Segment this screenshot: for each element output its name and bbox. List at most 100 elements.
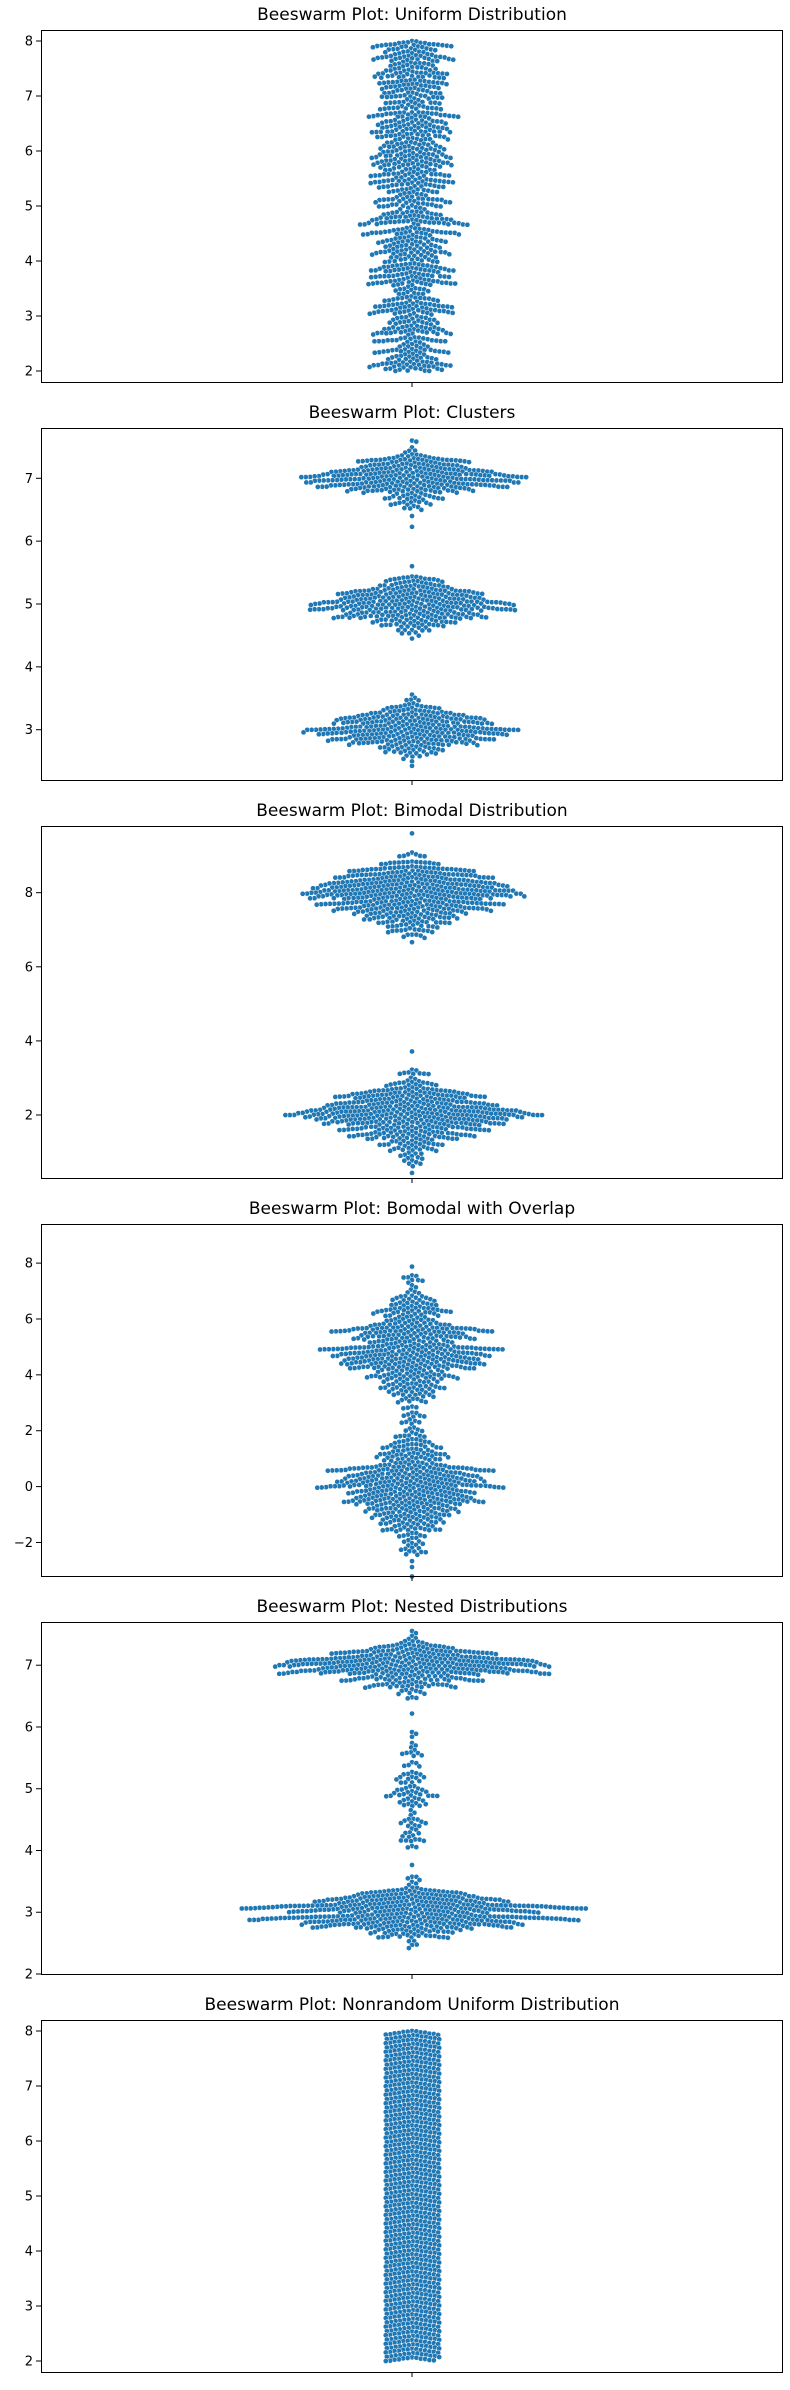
data-point bbox=[446, 251, 453, 258]
data-point bbox=[452, 619, 459, 626]
data-point bbox=[434, 1793, 441, 1799]
data-point bbox=[397, 1152, 404, 1159]
data-point bbox=[418, 507, 425, 513]
data-point bbox=[332, 1094, 339, 1100]
data-point bbox=[314, 484, 321, 490]
data-point bbox=[413, 1695, 420, 1701]
data-point bbox=[454, 1135, 460, 1142]
y-tick-label: 4 bbox=[25, 255, 33, 270]
y-tick-label: 2 bbox=[25, 1109, 33, 1124]
data-point bbox=[378, 74, 385, 81]
data-point bbox=[325, 737, 331, 744]
data-point bbox=[387, 1147, 394, 1154]
data-point bbox=[396, 853, 403, 860]
y-tick-label: 2 bbox=[25, 365, 33, 380]
data-point bbox=[392, 287, 399, 294]
data-point bbox=[446, 1512, 452, 1518]
data-point bbox=[332, 874, 339, 881]
chart-title: Beeswarm Plot: Clusters bbox=[309, 403, 516, 423]
data-point bbox=[471, 1490, 478, 1496]
data-point bbox=[370, 44, 376, 51]
data-point bbox=[330, 1353, 336, 1359]
data-point bbox=[368, 1123, 375, 1130]
data-point bbox=[321, 1120, 327, 1127]
data-point bbox=[450, 267, 457, 274]
data-point bbox=[412, 365, 419, 372]
data-point bbox=[409, 1170, 415, 1176]
data-point bbox=[399, 1750, 406, 1757]
data-point bbox=[491, 736, 497, 743]
data-point bbox=[382, 1312, 389, 1319]
data-point bbox=[371, 1365, 378, 1371]
data-point bbox=[376, 80, 383, 87]
data-point bbox=[385, 929, 391, 936]
data-point bbox=[377, 1385, 384, 1391]
data-point bbox=[424, 751, 430, 758]
data-point bbox=[486, 1353, 493, 1359]
data-point bbox=[456, 1501, 463, 1507]
data-point bbox=[364, 1374, 370, 1381]
data-point bbox=[377, 744, 383, 751]
data-point bbox=[393, 621, 400, 627]
data-point bbox=[356, 1482, 363, 1488]
data-point bbox=[386, 143, 393, 150]
data-point bbox=[367, 180, 374, 186]
data-point bbox=[388, 501, 394, 508]
data-point bbox=[425, 288, 432, 294]
data-point bbox=[316, 731, 322, 738]
data-point bbox=[463, 740, 470, 747]
data-point bbox=[396, 1070, 403, 1077]
data-point bbox=[446, 914, 452, 921]
data-point bbox=[361, 1336, 368, 1343]
data-point bbox=[384, 73, 391, 80]
data-point bbox=[445, 487, 451, 494]
data-point bbox=[449, 1124, 456, 1130]
data-point bbox=[467, 615, 474, 621]
data-point bbox=[408, 1838, 415, 1844]
y-tick-label: 6 bbox=[25, 960, 33, 975]
data-point bbox=[479, 720, 485, 727]
data-point bbox=[331, 720, 337, 727]
data-point bbox=[575, 1917, 582, 1924]
data-point bbox=[521, 893, 528, 900]
data-point bbox=[419, 1155, 426, 1162]
data-point bbox=[361, 916, 367, 923]
data-point bbox=[347, 1483, 353, 1490]
data-point bbox=[298, 1921, 305, 1928]
data-point bbox=[414, 1551, 421, 1558]
data-point bbox=[445, 349, 452, 356]
data-point bbox=[409, 1564, 415, 1570]
data-point bbox=[439, 741, 446, 748]
data-point bbox=[272, 1663, 279, 1670]
y-tick-label: 4 bbox=[25, 1034, 33, 1049]
data-point bbox=[447, 1308, 454, 1315]
data-point bbox=[427, 161, 434, 167]
data-point bbox=[422, 1801, 429, 1807]
data-point bbox=[444, 71, 450, 77]
data-point bbox=[282, 1112, 289, 1118]
data-point bbox=[340, 720, 347, 726]
data-point bbox=[366, 113, 372, 120]
data-point bbox=[404, 181, 411, 187]
data-point bbox=[387, 219, 394, 225]
data-point bbox=[426, 72, 433, 79]
data-point bbox=[397, 749, 404, 756]
data-point bbox=[374, 134, 381, 140]
data-point bbox=[413, 1844, 420, 1850]
data-point bbox=[328, 1650, 335, 1657]
data-point bbox=[450, 56, 457, 63]
chart-panel-4: Beeswarm Plot: Bomodal with Overlap−2024… bbox=[14, 1199, 783, 1581]
data-point bbox=[355, 1120, 361, 1126]
data-point bbox=[415, 697, 422, 704]
data-point bbox=[448, 43, 455, 50]
data-point bbox=[458, 1099, 465, 1105]
data-point bbox=[392, 1433, 399, 1440]
data-point bbox=[370, 161, 377, 168]
data-point bbox=[324, 1467, 331, 1474]
data-point bbox=[439, 747, 446, 754]
data-point bbox=[397, 256, 404, 263]
data-point bbox=[368, 155, 375, 161]
data-point bbox=[486, 1921, 492, 1928]
data-point bbox=[440, 75, 447, 81]
data-point bbox=[404, 1844, 411, 1851]
